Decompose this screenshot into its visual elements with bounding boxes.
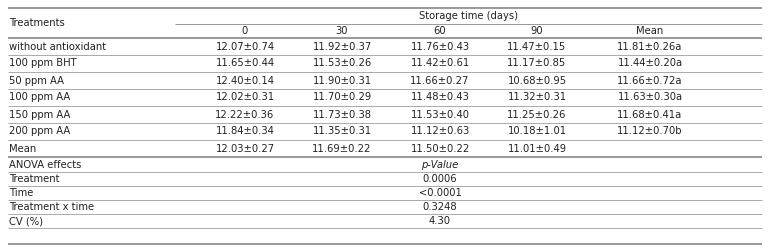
Text: without antioxidant: without antioxidant xyxy=(9,42,106,51)
Text: 11.42±0.61: 11.42±0.61 xyxy=(410,58,470,69)
Text: Time: Time xyxy=(9,188,33,198)
Text: 50 ppm AA: 50 ppm AA xyxy=(9,76,64,85)
Text: 200 ppm AA: 200 ppm AA xyxy=(9,127,70,137)
Text: 11.32±0.31: 11.32±0.31 xyxy=(507,92,567,103)
Text: 11.81±0.26a: 11.81±0.26a xyxy=(618,42,683,51)
Text: 11.92±0.37: 11.92±0.37 xyxy=(313,42,372,51)
Text: 11.76±0.43: 11.76±0.43 xyxy=(410,42,470,51)
Text: 0: 0 xyxy=(242,26,248,36)
Text: 11.66±0.72a: 11.66±0.72a xyxy=(618,76,683,85)
Text: 11.69±0.22: 11.69±0.22 xyxy=(313,143,372,153)
Text: 11.35±0.31: 11.35±0.31 xyxy=(313,127,372,137)
Text: 10.68±0.95: 10.68±0.95 xyxy=(507,76,567,85)
Text: 0.0006: 0.0006 xyxy=(423,174,457,184)
Text: 11.50±0.22: 11.50±0.22 xyxy=(410,143,470,153)
Text: 150 ppm AA: 150 ppm AA xyxy=(9,110,70,119)
Text: 11.66±0.27: 11.66±0.27 xyxy=(410,76,470,85)
Text: 12.02±0.31: 12.02±0.31 xyxy=(216,92,275,103)
Text: 11.01±0.49: 11.01±0.49 xyxy=(507,143,567,153)
Text: 11.48±0.43: 11.48±0.43 xyxy=(410,92,470,103)
Text: 12.40±0.14: 12.40±0.14 xyxy=(216,76,274,85)
Text: 11.53±0.40: 11.53±0.40 xyxy=(410,110,470,119)
Text: 11.17±0.85: 11.17±0.85 xyxy=(507,58,567,69)
Text: ANOVA effects: ANOVA effects xyxy=(9,160,82,170)
Text: p-Value: p-Value xyxy=(421,160,459,170)
Text: 11.70±0.29: 11.70±0.29 xyxy=(313,92,372,103)
Text: Treatments: Treatments xyxy=(9,18,65,28)
Text: 100 ppm BHT: 100 ppm BHT xyxy=(9,58,77,69)
Text: 60: 60 xyxy=(434,26,447,36)
Text: 11.63±0.30a: 11.63±0.30a xyxy=(618,92,682,103)
Text: 90: 90 xyxy=(531,26,544,36)
Text: 11.53±0.26: 11.53±0.26 xyxy=(313,58,372,69)
Text: 11.47±0.15: 11.47±0.15 xyxy=(507,42,567,51)
Text: 11.68±0.41a: 11.68±0.41a xyxy=(618,110,683,119)
Text: 11.44±0.20a: 11.44±0.20a xyxy=(618,58,682,69)
Text: CV (%): CV (%) xyxy=(9,216,43,226)
Text: 12.03±0.27: 12.03±0.27 xyxy=(216,143,275,153)
Text: 11.73±0.38: 11.73±0.38 xyxy=(313,110,371,119)
Text: 0.3248: 0.3248 xyxy=(423,202,457,212)
Text: Storage time (days): Storage time (days) xyxy=(419,11,518,21)
Text: Mean: Mean xyxy=(636,26,664,36)
Text: 10.18±1.01: 10.18±1.01 xyxy=(507,127,567,137)
Text: 11.90±0.31: 11.90±0.31 xyxy=(313,76,372,85)
Text: Treatment x time: Treatment x time xyxy=(9,202,94,212)
Text: 12.07±0.74: 12.07±0.74 xyxy=(216,42,275,51)
Text: 11.12±0.63: 11.12±0.63 xyxy=(410,127,470,137)
Text: 100 ppm AA: 100 ppm AA xyxy=(9,92,70,103)
Text: Mean: Mean xyxy=(9,143,36,153)
Text: 4.30: 4.30 xyxy=(429,216,451,226)
Text: 11.65±0.44: 11.65±0.44 xyxy=(216,58,275,69)
Text: 12.22±0.36: 12.22±0.36 xyxy=(216,110,275,119)
Text: 30: 30 xyxy=(336,26,348,36)
Text: Treatment: Treatment xyxy=(9,174,59,184)
Text: 11.25±0.26: 11.25±0.26 xyxy=(507,110,567,119)
Text: 11.84±0.34: 11.84±0.34 xyxy=(216,127,274,137)
Text: <0.0001: <0.0001 xyxy=(419,188,461,198)
Text: 11.12±0.70b: 11.12±0.70b xyxy=(618,127,683,137)
